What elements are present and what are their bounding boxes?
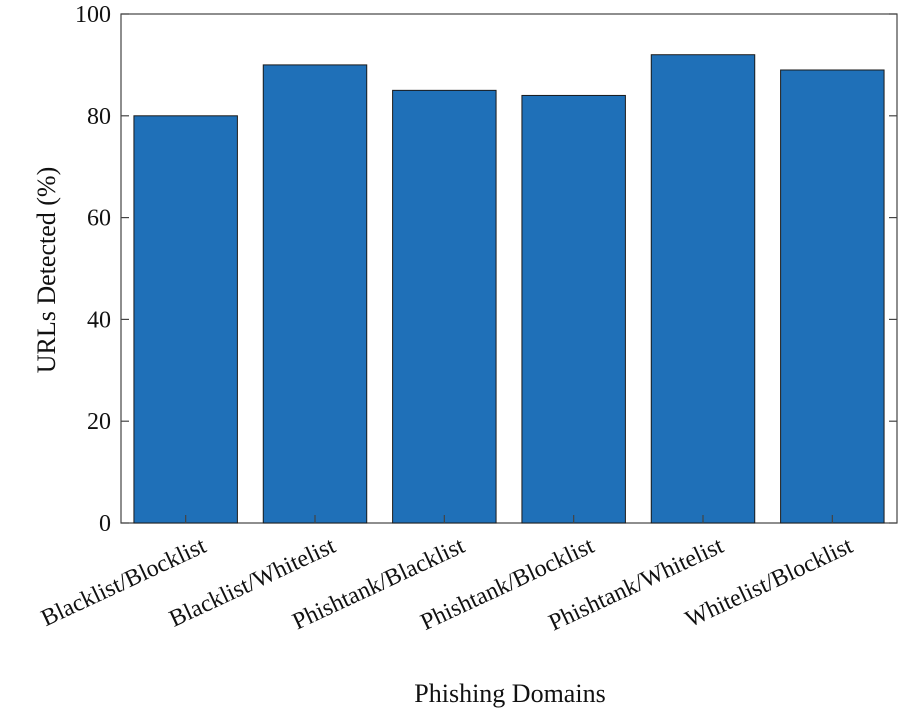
y-tick-label: 40 — [87, 307, 111, 333]
y-tick-label: 60 — [87, 206, 111, 232]
bar — [780, 69, 885, 524]
y-axis-ticks: 0 20 40 60 80 100 — [75, 2, 897, 537]
x-axis-ticks: Blacklist/BlocklistBlacklist/WhitelistPh… — [37, 515, 857, 636]
y-tick-label: 80 — [87, 104, 111, 130]
bar — [392, 89, 497, 524]
y-axis-title: URLs Detected (%) — [32, 167, 61, 373]
bar — [133, 115, 238, 524]
y-tick-label: 0 — [99, 511, 111, 537]
bar — [521, 94, 626, 524]
bar — [650, 54, 756, 524]
plot-frame — [120, 13, 898, 524]
bars-group — [133, 54, 885, 524]
bar — [262, 64, 368, 524]
plot-area — [120, 13, 898, 524]
y-tick-label: 100 — [75, 2, 111, 28]
y-tick-label: 20 — [87, 409, 111, 435]
x-axis-title: Phishing Domains — [414, 679, 605, 708]
